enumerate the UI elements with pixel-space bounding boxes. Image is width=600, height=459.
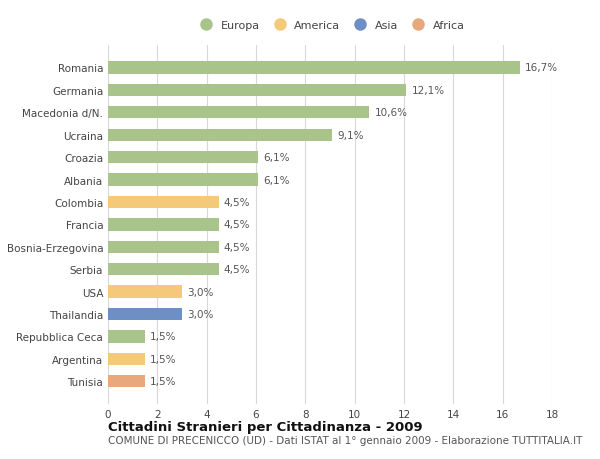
- Text: 1,5%: 1,5%: [150, 376, 176, 386]
- Legend: Europa, America, Asia, Africa: Europa, America, Asia, Africa: [193, 19, 467, 33]
- Bar: [108, 84, 406, 97]
- Text: 1,5%: 1,5%: [150, 332, 176, 342]
- Text: 4,5%: 4,5%: [224, 197, 250, 207]
- Text: 1,5%: 1,5%: [150, 354, 176, 364]
- Bar: [108, 353, 145, 365]
- Text: 3,0%: 3,0%: [187, 287, 214, 297]
- Text: 4,5%: 4,5%: [224, 220, 250, 230]
- Bar: [108, 107, 370, 119]
- Text: 4,5%: 4,5%: [224, 265, 250, 274]
- Text: 12,1%: 12,1%: [412, 86, 445, 95]
- Text: 6,1%: 6,1%: [263, 175, 290, 185]
- Bar: [108, 286, 182, 298]
- Bar: [108, 196, 219, 209]
- Bar: [108, 330, 145, 343]
- Bar: [108, 129, 332, 141]
- Text: 3,0%: 3,0%: [187, 309, 214, 319]
- Bar: [108, 62, 520, 74]
- Text: 16,7%: 16,7%: [525, 63, 558, 73]
- Bar: [108, 174, 259, 186]
- Text: 4,5%: 4,5%: [224, 242, 250, 252]
- Bar: [108, 151, 259, 164]
- Bar: [108, 308, 182, 320]
- Text: 10,6%: 10,6%: [374, 108, 407, 118]
- Text: COMUNE DI PRECENICCO (UD) - Dati ISTAT al 1° gennaio 2009 - Elaborazione TUTTITA: COMUNE DI PRECENICCO (UD) - Dati ISTAT a…: [108, 435, 583, 445]
- Text: Cittadini Stranieri per Cittadinanza - 2009: Cittadini Stranieri per Cittadinanza - 2…: [108, 420, 422, 433]
- Text: 9,1%: 9,1%: [337, 130, 364, 140]
- Bar: [108, 241, 219, 253]
- Bar: [108, 375, 145, 388]
- Bar: [108, 263, 219, 276]
- Bar: [108, 219, 219, 231]
- Text: 6,1%: 6,1%: [263, 153, 290, 163]
